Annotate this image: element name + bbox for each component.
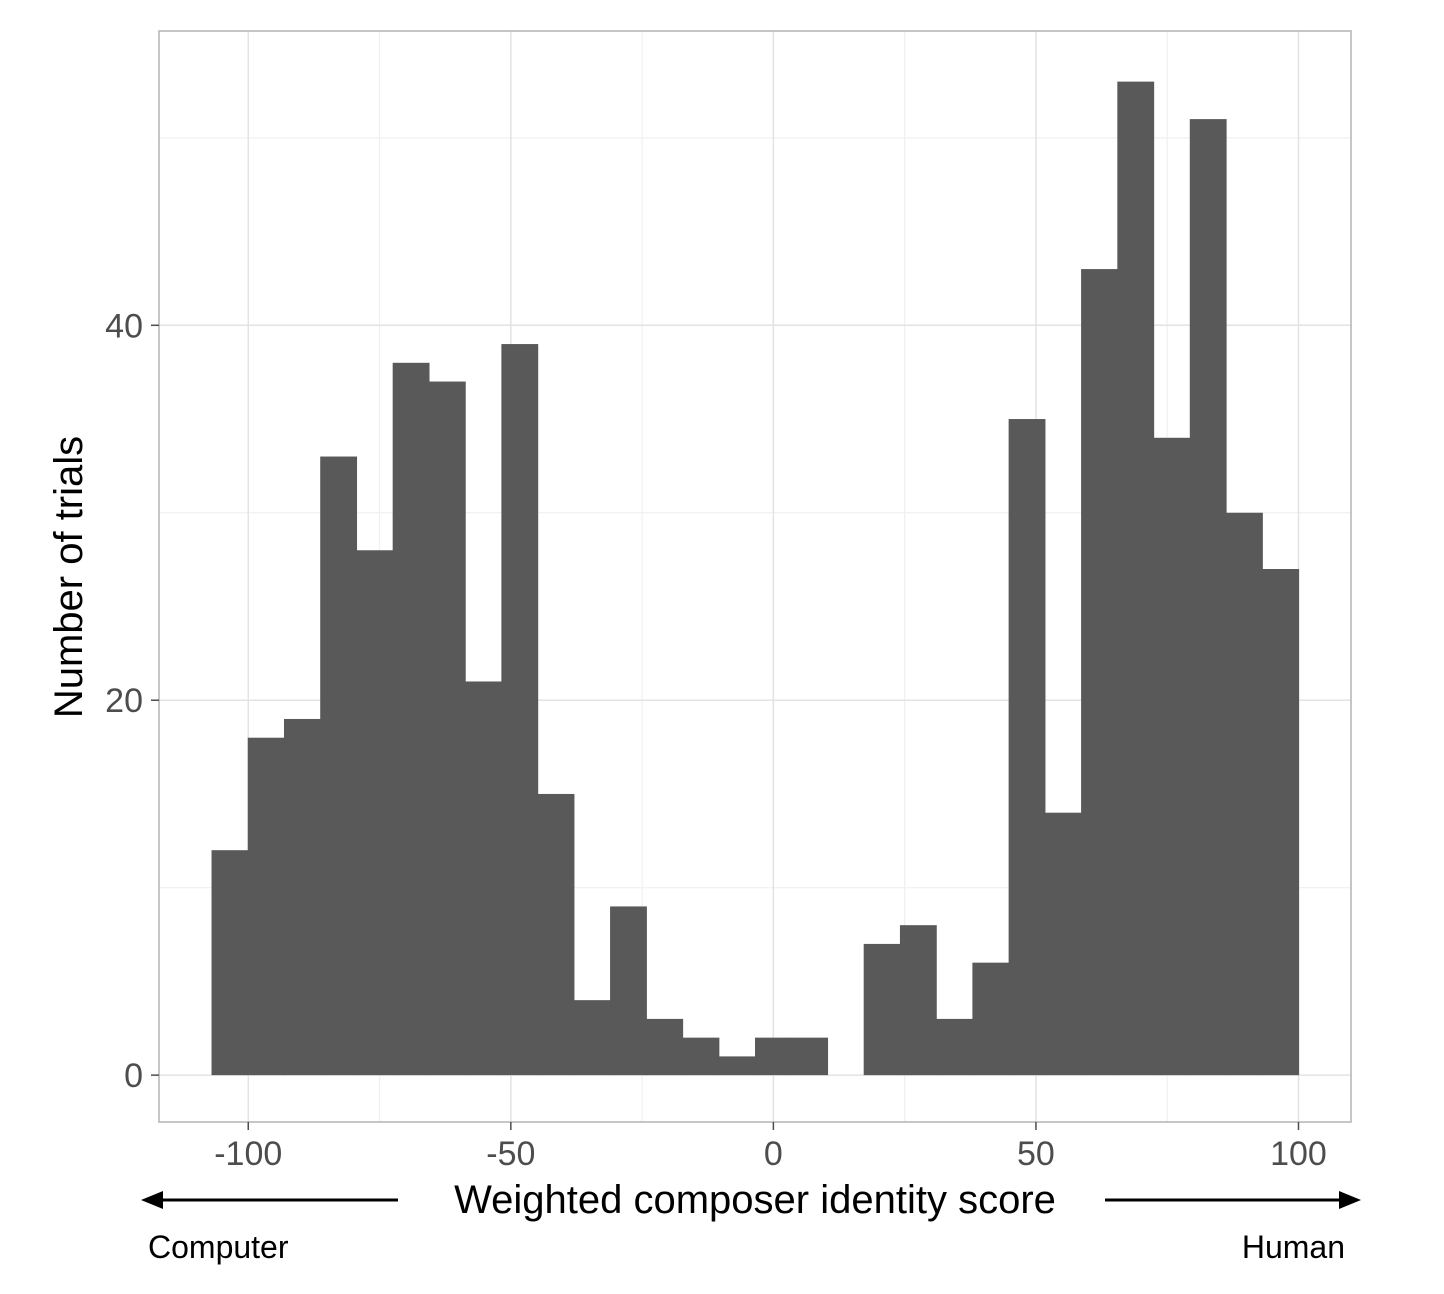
histogram-bar [755,1037,792,1076]
histogram-bar [718,1056,756,1076]
x-tick-label: 100 [1270,1135,1327,1173]
histogram-bar [573,1000,611,1076]
x-axis-title: Weighted composer identity score [454,1178,1056,1222]
histogram-bar [320,456,358,1076]
x-axis-ticks: -100 -50 0 50 100 [214,1122,1327,1173]
histogram-bar [1081,269,1118,1076]
histogram-bar [610,906,647,1076]
histogram-bar [646,1018,684,1076]
histogram-bar [428,381,466,1076]
histogram-bar [537,793,575,1076]
histogram-bar [899,925,937,1076]
histogram-bar [356,550,394,1076]
left-arrowhead-icon [141,1191,163,1209]
right-arrowhead-icon [1339,1191,1361,1209]
histogram-bar [1044,812,1082,1076]
histogram-bar [247,737,285,1076]
x-tick-label: 50 [1017,1135,1055,1173]
histogram-bar [1189,119,1227,1076]
histogram-bar [465,681,502,1076]
histogram-bar [1117,81,1155,1076]
histogram-bar [1153,437,1191,1076]
bars [211,81,1300,1076]
y-axis-title: Number of trials [47,436,91,718]
histogram-bar [283,718,321,1076]
histogram-bar [1008,419,1046,1076]
x-tick-label: 0 [764,1135,783,1173]
x-tick-label: -50 [486,1135,535,1173]
histogram-bar [863,943,901,1076]
histogram-bar [392,362,430,1076]
y-axis-ticks: 0 20 40 [105,307,159,1095]
right-end-label: Human [1242,1229,1345,1265]
y-tick-label: 0 [124,1057,143,1095]
y-tick-label: 20 [105,682,143,720]
histogram-bar [972,962,1010,1076]
plot-panel-border [158,30,1352,1123]
histogram-bar [211,850,249,1076]
histogram-bar [1226,512,1263,1076]
histogram-bar [1262,569,1300,1076]
histogram-bar [682,1037,720,1076]
histogram-bar [501,344,539,1076]
y-tick-label: 40 [105,307,143,345]
left-end-label: Computer [148,1229,289,1265]
right-arrow [1105,1191,1361,1209]
histogram-bar [936,1018,973,1076]
x-tick-label: -100 [214,1135,282,1173]
histogram-bar [791,1037,829,1076]
left-arrow [141,1191,398,1209]
